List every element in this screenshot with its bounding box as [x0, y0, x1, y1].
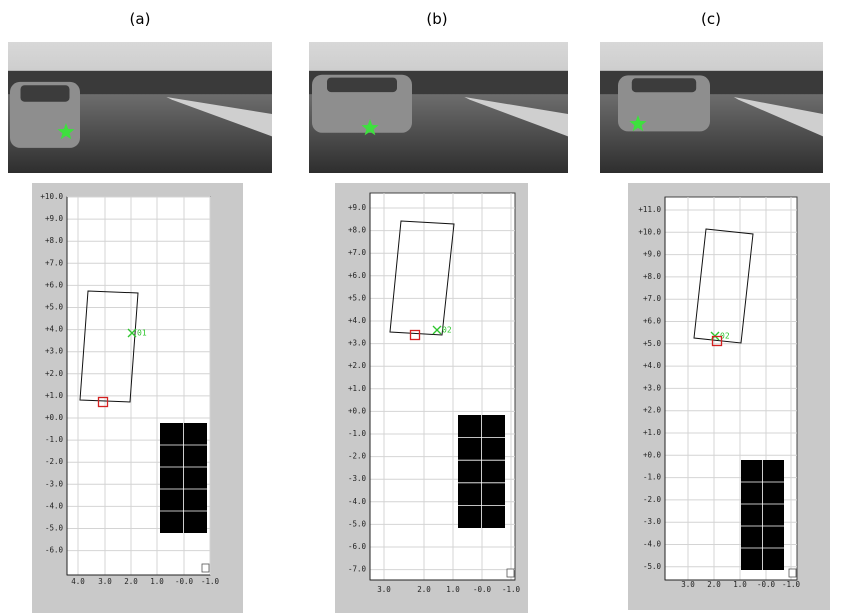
y-tick-label: +1.0 — [643, 428, 662, 437]
y-tick-label: -5.0 — [348, 519, 367, 528]
y-tick-label: -3.0 — [348, 474, 367, 483]
corner-icon — [789, 569, 796, 577]
y-tick-label: -3.0 — [45, 479, 64, 488]
panel: (c) +11.0 +10.0 +9.0 +8.0 +7.0 +6.0 +5.0 +4.0 +3.… — [600, 10, 830, 610]
detection-label: 02 — [442, 326, 452, 335]
photo-car-window — [632, 78, 696, 92]
x-tick-label: 1.0 — [733, 580, 747, 589]
x-tick-label: 2.0 — [417, 585, 431, 594]
y-tick-label: +4.0 — [348, 316, 367, 325]
figure: (a) +10.0 +9.0 +8.0 +7.0 +6.0 +5.0 +4.0 +3.0 +2.0… — [0, 0, 845, 613]
y-tick-label: +0.0 — [45, 413, 64, 422]
y-tick-label: -4.0 — [643, 540, 662, 549]
y-tick-label: -5.0 — [643, 562, 662, 571]
y-tick-label: -6.0 — [45, 546, 64, 555]
y-tick-label: +10.0 — [638, 227, 661, 236]
y-tick-label: -4.0 — [348, 497, 367, 506]
y-tick-label: -6.0 — [348, 542, 367, 551]
y-tick-label: +7.0 — [45, 258, 64, 267]
photo-car-window — [21, 85, 70, 102]
detection-label: 01 — [137, 329, 147, 338]
y-tick-label: +8.0 — [348, 226, 367, 235]
x-tick-label: 1.0 — [446, 585, 460, 594]
y-tick-label: +4.0 — [643, 361, 662, 370]
x-tick-label: 1.0 — [150, 577, 164, 586]
y-tick-label: +3.0 — [348, 339, 367, 348]
y-tick-label: +1.0 — [45, 391, 64, 400]
y-tick-label: +3.0 — [643, 383, 662, 392]
y-tick-label: +10.0 — [40, 192, 63, 201]
x-tick-label: -0.0 — [473, 585, 492, 594]
x-tick-label: 2.0 — [707, 580, 721, 589]
x-tick-label: 3.0 — [681, 580, 695, 589]
y-tick-label: -2.0 — [348, 452, 367, 461]
x-tick-label: 3.0 — [98, 577, 112, 586]
y-tick-label: +2.0 — [643, 406, 662, 415]
y-tick-label: -7.0 — [348, 565, 367, 574]
x-tick-label: 4.0 — [71, 577, 85, 586]
y-tick-label: +2.0 — [45, 369, 64, 378]
y-tick-label: +5.0 — [348, 293, 367, 302]
y-tick-label: +4.0 — [45, 325, 64, 334]
y-tick-label: +7.0 — [348, 248, 367, 257]
x-tick-label: -0.0 — [757, 580, 776, 589]
y-tick-label: +5.0 — [45, 303, 64, 312]
y-tick-label: +9.0 — [348, 203, 367, 212]
y-tick-label: +6.0 — [348, 271, 367, 280]
x-tick-label: -1.0 — [782, 580, 801, 589]
y-tick-label: -1.0 — [45, 435, 64, 444]
panel: (a) +10.0 +9.0 +8.0 +7.0 +6.0 +5.0 +4.0 +3.0 +2.0… — [8, 10, 272, 613]
y-tick-label: -4.0 — [45, 501, 64, 510]
y-tick-label: -3.0 — [643, 517, 662, 526]
y-tick-label: +0.0 — [643, 450, 662, 459]
y-tick-label: +8.0 — [45, 236, 64, 245]
y-tick-label: -1.0 — [348, 429, 367, 438]
panel-label: (a) — [130, 10, 151, 28]
y-tick-label: +8.0 — [643, 272, 662, 281]
x-tick-label: 2.0 — [124, 577, 138, 586]
panel-label: (b) — [426, 10, 447, 28]
photo-car-window — [327, 78, 397, 93]
corner-icon — [507, 569, 514, 577]
x-tick-label: -1.0 — [201, 577, 220, 586]
y-tick-label: +6.0 — [643, 317, 662, 326]
panel-label: (c) — [701, 10, 721, 28]
x-tick-label: -0.0 — [175, 577, 194, 586]
panel: (b) +9.0 +8.0 +7.0 +6.0 +5.0 +4.0 +3.0 +2.0 +1.0 +… — [309, 10, 568, 613]
y-tick-label: +9.0 — [643, 250, 662, 259]
x-tick-label: 3.0 — [377, 585, 391, 594]
y-tick-label: -2.0 — [643, 495, 662, 504]
y-tick-label: -1.0 — [643, 473, 662, 482]
y-tick-label: +2.0 — [348, 361, 367, 370]
y-tick-label: +9.0 — [45, 214, 64, 223]
x-tick-label: -1.0 — [502, 585, 521, 594]
y-tick-label: +7.0 — [643, 294, 662, 303]
y-tick-label: +3.0 — [45, 347, 64, 356]
y-tick-label: -5.0 — [45, 524, 64, 533]
corner-icon — [202, 564, 209, 572]
y-tick-label: +5.0 — [643, 339, 662, 348]
y-tick-label: +11.0 — [638, 205, 661, 214]
y-tick-label: +1.0 — [348, 384, 367, 393]
y-tick-label: +0.0 — [348, 406, 367, 415]
y-tick-label: +6.0 — [45, 280, 64, 289]
y-tick-label: -2.0 — [45, 457, 64, 466]
